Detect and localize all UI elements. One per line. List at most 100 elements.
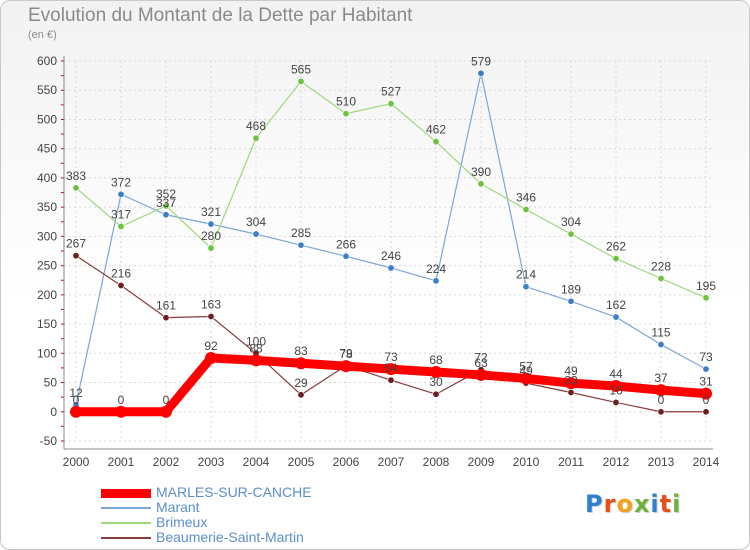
data-label: 337 [156, 196, 176, 210]
y-tick-label: 50 [44, 376, 58, 390]
data-point [702, 408, 710, 416]
data-point [72, 184, 80, 192]
data-point [117, 281, 125, 289]
logo-letter: i [650, 490, 660, 518]
data-label: 37 [654, 371, 668, 385]
data-point [657, 408, 665, 416]
data-label: 390 [471, 165, 491, 179]
data-point [72, 252, 80, 260]
y-tick-label: 0 [50, 405, 57, 419]
data-point [565, 377, 577, 390]
data-label: 49 [564, 364, 578, 378]
data-point [385, 363, 397, 376]
legend-item: Beaumerie-Saint-Martin [101, 530, 441, 545]
x-tick-label: 2013 [648, 455, 675, 469]
data-label: 246 [381, 249, 401, 263]
data-point [117, 222, 125, 230]
y-tick-label: 500 [37, 112, 57, 126]
x-tick-label: 2010 [513, 455, 540, 469]
data-point [612, 313, 620, 321]
logo-letter: r [603, 490, 617, 518]
legend-label: Beaumerie-Saint-Martin [156, 529, 304, 545]
legend-item: Brimeux [101, 515, 441, 530]
data-point [432, 390, 440, 398]
y-tick-label: 250 [37, 259, 57, 273]
data-label: 73 [699, 350, 713, 364]
x-tick-label: 2003 [198, 455, 225, 469]
data-point [702, 294, 710, 302]
data-point [432, 138, 440, 146]
data-label: 0 [703, 393, 710, 407]
data-label: 372 [111, 175, 131, 189]
data-point [387, 100, 395, 108]
data-point [387, 264, 395, 272]
data-label: 352 [156, 187, 176, 201]
legend-label: MARLES-SUR-CANCHE [156, 484, 312, 500]
data-point [342, 252, 350, 260]
x-tick-label: 2005 [288, 455, 315, 469]
data-point [115, 405, 127, 418]
data-point [387, 376, 395, 384]
data-point [477, 180, 485, 188]
data-point [207, 244, 215, 252]
data-label: 63 [474, 356, 488, 370]
data-point [475, 368, 487, 381]
data-label: 468 [246, 119, 266, 133]
data-label: 16 [609, 383, 623, 397]
data-point [612, 255, 620, 263]
data-label: 285 [291, 226, 311, 240]
chart-unit: (en €) [28, 29, 57, 41]
data-label: 29 [294, 376, 308, 390]
data-label: 72 [474, 351, 488, 365]
data-point [700, 387, 712, 400]
data-point [162, 211, 170, 219]
data-label: 317 [111, 207, 131, 221]
data-label: 92 [204, 339, 218, 353]
data-label: 224 [426, 262, 446, 276]
data-label: 346 [516, 190, 536, 204]
logo-letter: P [585, 490, 604, 518]
data-label: 383 [66, 169, 86, 183]
data-label: 54 [384, 361, 398, 375]
data-point [252, 230, 260, 238]
data-label: 266 [336, 237, 356, 251]
logo-letter: i [672, 490, 682, 518]
data-label: 195 [696, 279, 716, 293]
data-point [567, 388, 575, 396]
data-point [250, 354, 262, 367]
logo-letter: x [633, 490, 651, 518]
data-label: 228 [651, 259, 671, 273]
data-point [432, 277, 440, 285]
y-tick-label: 300 [37, 229, 57, 243]
legend: MARLES-SUR-CANCHE Marant Brimeux Beaumerie-… [101, 485, 441, 545]
data-point [162, 202, 170, 210]
data-label: 0 [658, 393, 665, 407]
logo-letter: o [616, 490, 634, 518]
data-label: 565 [291, 62, 311, 76]
x-tick-label: 2002 [153, 455, 180, 469]
data-label: 162 [606, 298, 626, 312]
x-tick-label: 2004 [243, 455, 270, 469]
x-tick-label: 2001 [108, 455, 135, 469]
data-point [702, 365, 710, 373]
data-point [252, 134, 260, 142]
data-point [162, 314, 170, 322]
legend-label: Marant [156, 499, 200, 515]
legend-item: Marant [101, 500, 441, 515]
y-tick-label: 600 [37, 54, 57, 68]
x-tick-label: 2012 [603, 455, 630, 469]
data-label: 115 [651, 326, 670, 340]
data-point [522, 205, 530, 213]
data-label: 49 [519, 364, 533, 378]
logo-letter: t [659, 490, 673, 518]
data-label: 262 [606, 240, 626, 254]
data-point [655, 384, 667, 397]
data-label: 88 [249, 341, 263, 355]
data-point [297, 391, 305, 399]
data-label: 100 [246, 334, 266, 348]
x-tick-label: 2009 [468, 455, 495, 469]
data-point [477, 69, 485, 77]
proxiti-logo: Proxiti [585, 490, 681, 518]
data-label: 79 [339, 347, 353, 361]
